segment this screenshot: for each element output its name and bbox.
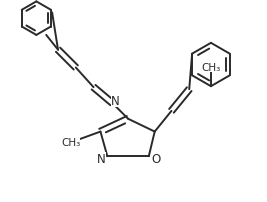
Text: CH₃: CH₃: [61, 138, 80, 148]
Text: CH₃: CH₃: [201, 63, 221, 73]
Text: N: N: [97, 152, 106, 165]
Text: N: N: [111, 94, 120, 107]
Text: O: O: [151, 152, 160, 165]
